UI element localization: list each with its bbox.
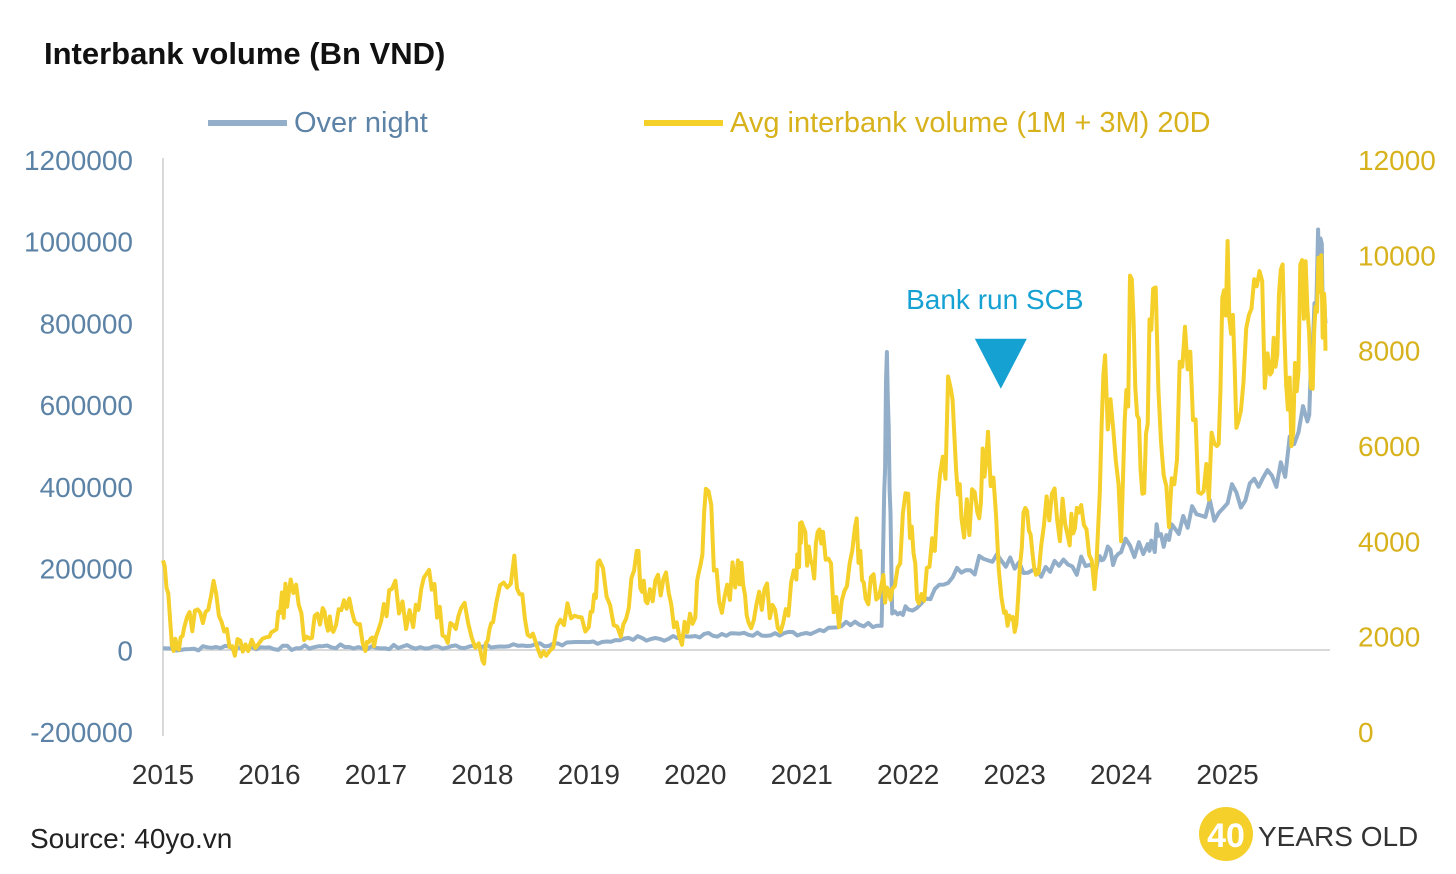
- y-left-tick-label: 400000: [40, 472, 133, 503]
- series-avg-line: [161, 239, 1328, 666]
- y-left-tick-label: 1000000: [24, 227, 133, 258]
- x-tick-label: 2025: [1196, 759, 1258, 790]
- brand-circle: [1199, 807, 1253, 861]
- annotation-label: Bank run SCB: [906, 284, 1083, 315]
- brand-logo: 40 YEARS OLD: [1199, 807, 1418, 861]
- legend: Over night Avg interbank volume (1M + 3M…: [208, 107, 1211, 139]
- y-left-tick-label: 0: [117, 635, 133, 666]
- x-tick-label: 2020: [664, 759, 726, 790]
- y-right-tick-label: 8000: [1358, 336, 1420, 367]
- brand-number: 40: [1207, 817, 1245, 855]
- brand-text: YEARS OLD: [1258, 821, 1418, 852]
- x-tick-label: 2024: [1090, 759, 1152, 790]
- y-left-tick-label: 200000: [40, 554, 133, 585]
- x-tick-label: 2018: [451, 759, 513, 790]
- y-right-tick-label: 12000: [1358, 145, 1436, 176]
- x-tick-label: 2019: [558, 759, 620, 790]
- y-left-tick-label: 800000: [40, 308, 133, 339]
- y-right-tick-label: 6000: [1358, 431, 1420, 462]
- annotation-bank-run: Bank run SCB: [906, 284, 1084, 389]
- y-left-tick-label: 1200000: [24, 145, 133, 176]
- legend-label-overnight: Over night: [294, 107, 428, 139]
- x-tick-label: 2021: [771, 759, 833, 790]
- y-right-ticks: 0 2000 4000 6000 8000 10000 12000: [1358, 145, 1436, 748]
- x-ticks: 2015 2016 2017 2018 2019 2020 2021 2022 2023 2024…: [132, 759, 1259, 790]
- x-tick-label: 2015: [132, 759, 194, 790]
- y-right-tick-label: 4000: [1358, 526, 1420, 557]
- y-right-tick-label: 0: [1358, 717, 1374, 748]
- annotation-triangle-marker: [974, 338, 1027, 389]
- series-overnight-line: [162, 227, 1328, 653]
- source-note: Source: 40yo.vn: [30, 823, 232, 854]
- y-left-tick-label: 600000: [40, 390, 133, 421]
- chart-title: Interbank volume (Bn VND): [44, 36, 445, 71]
- y-right-tick-label: 10000: [1358, 240, 1436, 271]
- y-right-tick-label: 2000: [1358, 622, 1420, 653]
- y-left-ticks: -200000 0 200000 400000 600000 800000 1000000 1…: [24, 145, 133, 748]
- x-tick-label: 2016: [238, 759, 300, 790]
- y-left-tick-label: -200000: [30, 717, 133, 748]
- x-tick-label: 2023: [984, 759, 1046, 790]
- legend-label-avg: Avg interbank volume (1M + 3M) 20D: [730, 107, 1211, 139]
- x-tick-label: 2022: [877, 759, 939, 790]
- x-tick-label: 2017: [345, 759, 407, 790]
